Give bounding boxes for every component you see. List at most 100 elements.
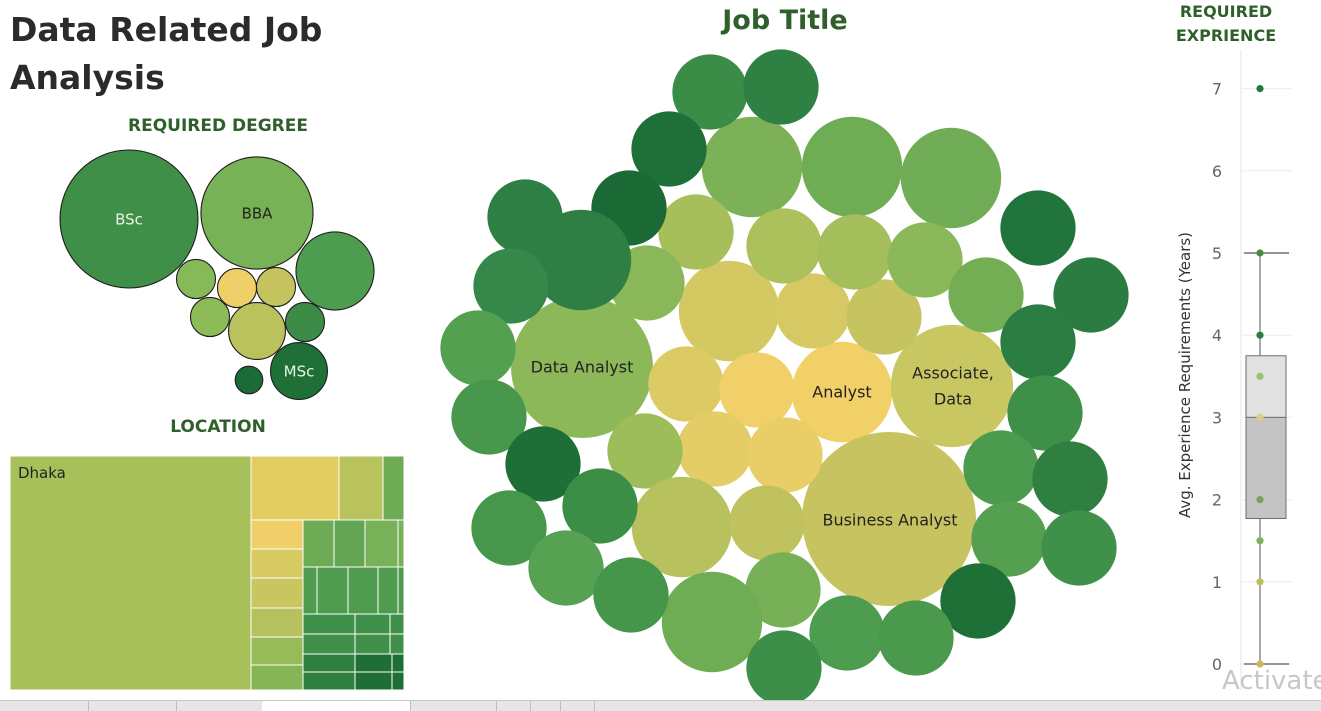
y-axis-label: Avg. Experience Requirements (Years)	[1176, 232, 1194, 518]
job-bubble[interactable]	[1041, 510, 1117, 586]
degree-bubble-bba[interactable]	[200, 156, 314, 270]
sheet-tab[interactable]	[88, 701, 177, 711]
treemap-cell[interactable]	[250, 519, 304, 550]
y-tick-label: 6	[1212, 162, 1222, 181]
job-bubble[interactable]	[658, 194, 734, 270]
y-tick-label: 0	[1212, 655, 1222, 674]
job-bubble[interactable]	[747, 417, 823, 493]
job-title-heading: Job Title	[722, 5, 848, 36]
experience-point[interactable]	[1256, 660, 1264, 668]
y-tick-label: 1	[1212, 573, 1222, 592]
job-bubble-label: Business Analyst	[822, 511, 957, 530]
job-bubble[interactable]	[801, 116, 903, 218]
job-bubble[interactable]	[593, 557, 669, 633]
treemap-cell[interactable]	[333, 519, 366, 568]
treemap-cell[interactable]	[302, 519, 335, 568]
treemap-cell[interactable]	[250, 664, 304, 691]
degree-bubble[interactable]	[234, 365, 264, 395]
degree-bubble-msc[interactable]	[270, 342, 328, 400]
job-bubble[interactable]	[1000, 190, 1076, 266]
experience-point[interactable]	[1256, 578, 1264, 586]
job-bubble-associate-data[interactable]	[890, 324, 1014, 448]
job-bubble-label: Data	[934, 390, 972, 409]
job-bubble[interactable]	[607, 413, 683, 489]
experience-point[interactable]	[1256, 331, 1264, 339]
sheet-tab[interactable]	[530, 701, 561, 711]
degree-bubble[interactable]	[284, 301, 326, 343]
job-bubble[interactable]	[471, 490, 547, 566]
experience-point[interactable]	[1256, 85, 1264, 93]
job-bubble[interactable]	[887, 222, 963, 298]
job-bubble[interactable]	[677, 411, 753, 487]
job-bubble[interactable]	[530, 209, 632, 311]
job-bubble[interactable]	[701, 116, 803, 218]
job-bubble[interactable]	[505, 426, 581, 502]
job-bubble[interactable]	[672, 54, 748, 130]
required-experience-title: REQUIRED EXPRIENCE	[1175, 2, 1277, 45]
job-bubble[interactable]	[878, 600, 954, 676]
job-bubble[interactable]	[1053, 257, 1129, 333]
job-bubble-business-analyst[interactable]	[802, 432, 976, 606]
job-bubble[interactable]	[745, 552, 821, 628]
job-bubble[interactable]	[1032, 441, 1108, 517]
sheet-tab[interactable]	[560, 701, 595, 711]
job-bubble[interactable]	[963, 430, 1039, 506]
job-bubble[interactable]	[562, 468, 638, 544]
job-bubble[interactable]	[1000, 304, 1076, 380]
job-bubble[interactable]	[648, 346, 724, 422]
box-upper[interactable]	[1245, 355, 1287, 418]
degree-bubble-label: BBA	[242, 205, 274, 223]
experience-point[interactable]	[1256, 413, 1264, 421]
experience-point[interactable]	[1256, 249, 1264, 257]
sheet-tab-strip	[0, 700, 1321, 711]
sheet-tab[interactable]	[496, 701, 531, 711]
treemap-cell[interactable]	[250, 636, 304, 666]
job-bubble[interactable]	[631, 476, 733, 578]
degree-bubble[interactable]	[228, 302, 286, 360]
experience-point[interactable]	[1256, 537, 1264, 545]
degree-bubble[interactable]	[189, 296, 231, 338]
degree-bubble[interactable]	[175, 258, 217, 300]
job-bubble-data-analyst[interactable]	[511, 296, 653, 438]
job-bubble[interactable]	[948, 257, 1024, 333]
job-bubble[interactable]	[451, 379, 527, 455]
sheet-tab[interactable]	[410, 701, 497, 711]
y-tick-label: 7	[1212, 80, 1222, 99]
job-bubble[interactable]	[846, 279, 922, 355]
degree-bubble[interactable]	[255, 266, 297, 308]
job-bubble[interactable]	[743, 49, 819, 125]
job-bubble[interactable]	[678, 260, 780, 362]
job-bubble[interactable]	[729, 485, 805, 561]
sheet-tab-active[interactable]	[262, 701, 411, 711]
job-bubble[interactable]	[817, 214, 893, 290]
job-bubble[interactable]	[809, 595, 885, 671]
job-bubble[interactable]	[775, 273, 851, 349]
degree-bubble[interactable]	[295, 231, 375, 311]
y-tick-label: 4	[1212, 326, 1222, 345]
job-bubble[interactable]	[746, 208, 822, 284]
experience-point[interactable]	[1256, 496, 1264, 504]
job-bubble[interactable]	[473, 248, 549, 324]
job-bubble[interactable]	[719, 352, 795, 428]
experience-point[interactable]	[1256, 372, 1264, 380]
treemap-cell[interactable]	[250, 607, 304, 638]
job-bubble[interactable]	[631, 111, 707, 187]
box-lower[interactable]	[1245, 416, 1287, 520]
job-bubble[interactable]	[661, 571, 763, 673]
job-bubble[interactable]	[900, 127, 1002, 229]
treemap-cell-dhaka[interactable]	[9, 455, 252, 691]
treemap-cell[interactable]	[250, 455, 340, 521]
job-bubble[interactable]	[528, 530, 604, 606]
job-bubble[interactable]	[1007, 375, 1083, 451]
job-bubble-analyst[interactable]	[791, 341, 893, 443]
degree-bubble-bsc[interactable]	[59, 149, 199, 289]
required-degree-title: REQUIRED DEGREE	[127, 116, 308, 136]
job-bubble[interactable]	[746, 630, 822, 706]
job-bubble[interactable]	[440, 310, 516, 386]
treemap-cell[interactable]	[302, 566, 405, 615]
job-bubble[interactable]	[971, 501, 1047, 577]
job-bubble[interactable]	[940, 563, 1016, 639]
sheet-tab[interactable]	[0, 701, 89, 711]
y-tick-label: 3	[1212, 408, 1222, 427]
